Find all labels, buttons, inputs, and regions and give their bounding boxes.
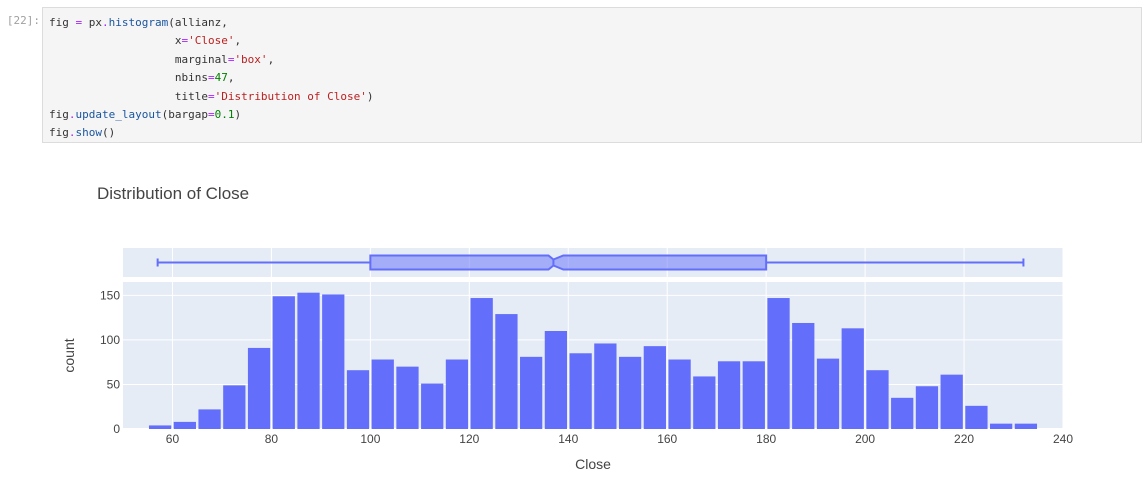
code-line: x='Close', [49,32,1141,50]
box-plot-body [369,254,768,271]
code-token: title [49,89,208,103]
histogram-bar [940,374,963,429]
histogram-bar [915,386,939,429]
code-token: (allianz, [168,16,228,29]
y-tick-label: 50 [107,377,121,391]
y-tick-label: 150 [100,288,120,302]
histogram-bar [445,359,469,429]
code-token: fig [49,16,76,29]
histogram-bar [792,322,815,429]
code-line: fig.update_layout(bargap=0.1) [49,106,1141,124]
code-token: (bargap [161,107,208,121]
code-token: = [207,71,215,85]
histogram-bar [495,314,518,429]
code-token: fig [49,107,69,121]
code-token: ) [366,89,374,103]
histogram-bar [421,383,444,429]
histogram-bar [618,356,642,429]
code-token: show [75,126,103,140]
code-token: histogram [108,16,169,29]
histogram-bar [742,361,765,429]
x-tick-label: 120 [459,432,479,446]
x-axis-label: Close [575,456,611,472]
plot-output[interactable]: Distribution of Close 60 80 100 120 140 160 180… [40,160,1146,478]
histogram-bar [223,385,246,429]
histogram-bar [148,425,172,429]
code-token: . [68,126,76,140]
histogram-bar [346,370,370,429]
y-axis-label: count [61,338,77,372]
histogram-bar [198,409,221,429]
y-tick-label: 0 [113,422,120,436]
code-token: 0.1 [214,107,235,121]
code-line: marginal='box', [49,51,1141,69]
histogram-bar [891,397,914,429]
code-token: = [181,34,189,48]
code-token: , [234,34,242,48]
code-token: = [75,16,83,29]
code-token: 'Distribution of Close' [214,89,367,103]
histogram-bar [693,376,716,429]
histogram-bar [717,361,741,429]
histogram-bar [594,343,617,429]
histogram-bar [965,405,988,429]
histogram-bar [272,296,295,429]
x-tick-label: 60 [166,432,180,446]
code-cell-editor[interactable]: fig = px.histogram(allianz, x='Close', m… [42,7,1142,143]
histogram-bar [520,356,543,429]
code-token: ) [234,107,242,121]
code-token: , [227,71,235,85]
histogram-bar [990,423,1013,429]
code-token: fig [49,126,69,140]
y-tick-label: 100 [100,333,120,347]
histogram-bar [544,331,568,429]
code-line: fig = px.histogram(allianz, [49,14,1141,32]
x-tick-label: 180 [756,432,776,446]
x-tick-label: 160 [657,432,677,446]
histogram-bar [816,358,840,429]
code-token: = [207,107,215,121]
code-token: () [102,126,116,140]
histogram-bar [569,353,592,429]
histogram-bar [767,298,790,429]
code-line: nbins=47, [49,69,1141,87]
code-text: fig = px.histogram(allianz, x='Close', m… [49,14,1141,143]
histogram-bar [668,359,691,429]
histogram-bar [1014,423,1038,429]
code-token: 'box' [234,52,268,66]
code-token: update_layout [75,107,162,121]
histogram-bar [643,346,666,429]
x-tick-label: 200 [855,432,875,446]
x-tick-label: 220 [954,432,974,446]
code-token: marginal [49,52,228,66]
code-line: fig.show() [49,124,1141,142]
histogram-bar [247,347,271,429]
chart-title: Distribution of Close [97,184,249,203]
histogram-bar [866,370,889,429]
histogram-bar [297,292,320,429]
code-token: . [102,16,109,29]
code-token: = [207,89,215,103]
histogram-bar [470,298,493,429]
histogram-bar [841,328,864,429]
histogram-bar [322,294,345,429]
code-token: , [267,52,275,66]
x-tick-label: 80 [265,432,279,446]
code-token: x [49,34,182,48]
cell-prompt: [22]: [6,14,40,27]
code-token: nbins [49,71,208,85]
code-token: px [82,16,102,29]
histogram-bar [396,366,419,429]
code-token: = [227,52,235,66]
histogram-chart[interactable]: Distribution of Close 60 80 100 120 140 160 180… [40,160,1146,478]
histogram-bar [173,421,196,429]
code-token: . [68,107,76,121]
x-tick-label: 100 [360,432,380,446]
x-tick-label: 140 [558,432,578,446]
histogram-bar [371,359,394,429]
code-token: 47 [214,71,228,85]
code-line: title='Distribution of Close') [49,88,1141,106]
x-tick-label: 240 [1053,432,1073,446]
code-token: 'Close' [188,34,235,48]
